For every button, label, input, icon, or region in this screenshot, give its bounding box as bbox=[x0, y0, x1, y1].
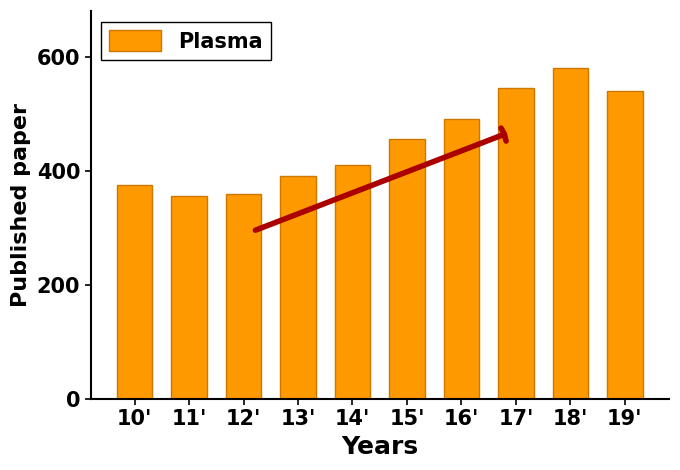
Bar bbox=[117, 185, 152, 399]
Y-axis label: Published paper: Published paper bbox=[11, 103, 31, 307]
Bar bbox=[498, 88, 534, 399]
Bar bbox=[553, 68, 588, 399]
Bar bbox=[607, 91, 643, 399]
Bar bbox=[226, 194, 261, 399]
Legend: Plasma: Plasma bbox=[101, 22, 271, 60]
Bar bbox=[335, 165, 370, 399]
Bar bbox=[444, 119, 479, 399]
X-axis label: Years: Years bbox=[341, 435, 418, 459]
Bar bbox=[389, 140, 425, 399]
Bar bbox=[280, 177, 316, 399]
Bar bbox=[171, 196, 207, 399]
